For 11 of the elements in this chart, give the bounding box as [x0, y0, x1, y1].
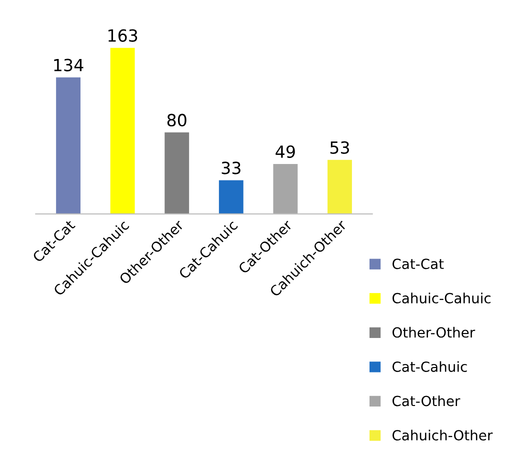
legend-label: Cat-Other	[392, 395, 460, 406]
data-label: 80	[167, 114, 186, 126]
legend-label: Cat-Cahuic	[392, 361, 467, 372]
data-label: 134	[54, 58, 84, 72]
legend-label: Other-Other	[392, 326, 476, 338]
data-label: 163	[108, 29, 138, 42]
data-label: 33	[222, 162, 240, 174]
data-label: 49	[276, 145, 295, 158]
legend-label: Cahuic-Cahuic	[392, 292, 490, 304]
legend-label: Cahuich-Other	[392, 430, 493, 441]
data-label: 53	[330, 141, 349, 154]
